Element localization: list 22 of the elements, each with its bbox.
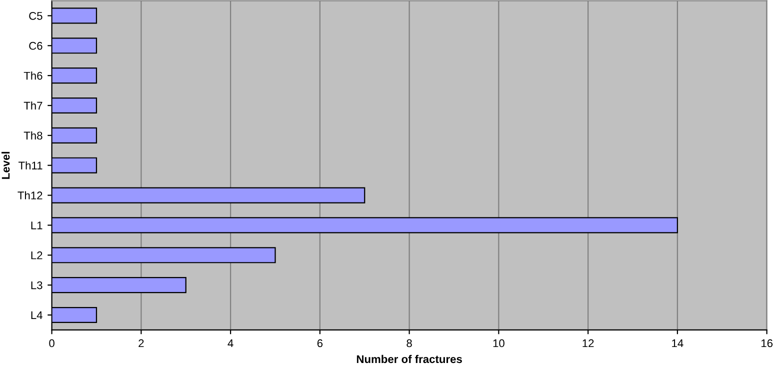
y-tick-label: L4 bbox=[31, 311, 42, 320]
x-tick-label: 8 bbox=[406, 339, 412, 348]
x-axis-title: Number of fractures bbox=[356, 354, 462, 364]
y-tick-label: C6 bbox=[29, 42, 42, 50]
x-tick-label: 10 bbox=[493, 339, 504, 348]
y-tick-label: L3 bbox=[31, 281, 42, 290]
x-tick-label: 2 bbox=[138, 339, 144, 348]
y-tick-label: Th11 bbox=[18, 161, 42, 170]
y-tick-label: Th12 bbox=[18, 191, 42, 200]
x-tick-label: 16 bbox=[761, 339, 773, 348]
y-tick-label: Th8 bbox=[24, 131, 42, 140]
y-tick-label: L1 bbox=[31, 222, 42, 230]
x-tick-label: 4 bbox=[228, 339, 234, 348]
y-tick-label: C5 bbox=[29, 12, 42, 20]
x-tick-label: 6 bbox=[317, 339, 323, 348]
y-axis-title: Level bbox=[2, 152, 10, 179]
x-tick-label: 14 bbox=[672, 339, 684, 348]
x-tick-label: 0 bbox=[49, 339, 54, 348]
x-tick-label: 12 bbox=[582, 339, 594, 348]
y-tick-label: L2 bbox=[31, 251, 42, 260]
y-tick-label: Th6 bbox=[24, 72, 42, 80]
y-tick-label: Th7 bbox=[24, 101, 42, 110]
